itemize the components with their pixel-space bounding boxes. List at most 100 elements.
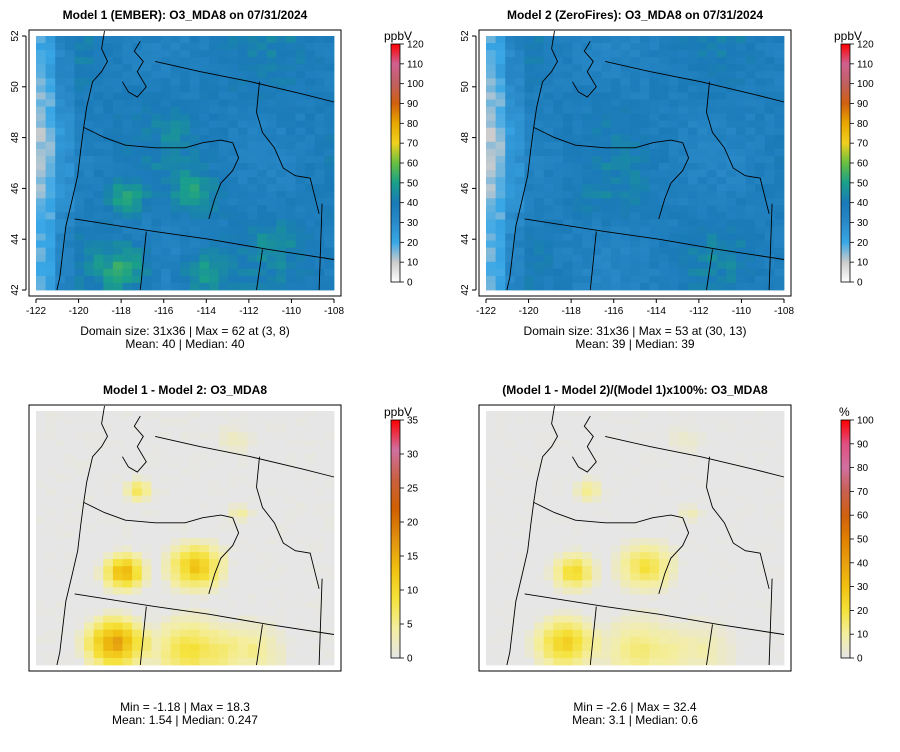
grid-cell <box>774 85 785 93</box>
grid-cell <box>755 460 766 468</box>
grid-cell <box>180 233 191 242</box>
grid-cell <box>495 36 506 44</box>
grid-cell <box>305 134 316 143</box>
grid-cell <box>601 163 612 171</box>
grid-cell <box>160 481 171 490</box>
grid-cell <box>45 601 56 609</box>
grid-cell <box>180 120 191 129</box>
grid-cell <box>132 120 143 129</box>
grid-cell <box>180 615 191 624</box>
grid-cell <box>610 198 621 206</box>
grid-cell <box>209 254 220 263</box>
grid-cell <box>160 453 171 461</box>
grid-cell <box>697 64 708 72</box>
grid-cell <box>774 523 785 532</box>
grid-cell <box>324 573 335 581</box>
grid-cell <box>132 163 143 171</box>
grid-cell <box>630 148 641 157</box>
grid-cell <box>247 106 258 115</box>
x-tick-label: -116 <box>154 306 174 317</box>
grid-cell <box>74 219 85 227</box>
grid-cell <box>726 411 737 419</box>
grid-cell <box>209 425 220 433</box>
grid-cell <box>601 622 612 631</box>
grid-cell <box>745 191 756 199</box>
grid-cell <box>36 78 47 86</box>
grid-cell <box>755 57 766 65</box>
grid-cell <box>774 184 785 192</box>
grid-cell <box>543 418 554 426</box>
grid-cell <box>103 418 114 426</box>
grid-cell <box>324 36 335 44</box>
grid-cell <box>620 191 631 199</box>
grid-cell <box>112 99 123 107</box>
colorbar-tick-label: 50 <box>857 178 869 189</box>
grid-cell <box>649 552 660 560</box>
grid-cell <box>505 233 516 242</box>
colorbar-tick-label: 70 <box>857 487 869 498</box>
grid-cell <box>678 622 689 631</box>
grid-cell <box>189 212 200 220</box>
grid-cell <box>562 509 573 518</box>
grid-cell <box>582 446 593 454</box>
grid-cell <box>716 594 727 602</box>
grid-cell <box>305 141 316 150</box>
grid-cell <box>257 120 268 129</box>
grid-cell <box>305 247 316 256</box>
grid-cell <box>524 629 535 638</box>
grid-cell <box>324 43 335 51</box>
grid-cell <box>543 439 554 447</box>
grid-cell <box>764 523 775 532</box>
grid-cell <box>620 134 631 143</box>
grid-cell <box>209 580 220 588</box>
grid-cell <box>678 509 689 518</box>
grid-cell <box>103 545 114 553</box>
grid-cell <box>84 516 95 525</box>
grid-cell <box>649 453 660 461</box>
grid-cell <box>103 233 114 242</box>
grid-cell <box>45 43 56 51</box>
grid-cell <box>524 636 535 645</box>
grid-cell <box>122 545 133 553</box>
grid-cell <box>170 134 181 143</box>
panel2-title: Model 2 (ZeroFires): O3_MDA8 on 07/31/20… <box>507 8 763 22</box>
grid-cell <box>36 460 47 468</box>
grid-cell <box>505 615 516 624</box>
grid-cell <box>601 134 612 143</box>
grid-cell <box>55 488 66 497</box>
grid-cell <box>285 509 296 518</box>
grid-cell <box>257 163 268 171</box>
grid-cell <box>93 495 104 504</box>
grid-cell <box>74 50 85 58</box>
grid-cell <box>64 432 75 440</box>
grid-cell <box>543 467 554 475</box>
grid-cell <box>285 177 296 185</box>
grid-cell <box>553 481 564 490</box>
grid-cell <box>505 411 516 419</box>
grid-cell <box>630 155 641 164</box>
grid-cell <box>726 587 737 595</box>
grid-cell <box>285 198 296 206</box>
x-tick-label: -120 <box>69 306 89 317</box>
grid-cell <box>237 282 248 291</box>
grid-cell <box>649 622 660 631</box>
grid-cell <box>180 226 191 234</box>
grid-cell <box>639 580 650 588</box>
grid-cell <box>132 36 143 44</box>
grid-cell <box>132 538 143 546</box>
grid-cell <box>505 622 516 631</box>
grid-cell <box>93 587 104 595</box>
grid-cell <box>774 198 785 206</box>
grid-cell <box>486 418 497 426</box>
grid-cell <box>324 113 335 122</box>
grid-cell <box>572 155 583 164</box>
grid-cell <box>543 502 554 511</box>
grid-cell <box>562 205 573 213</box>
grid-cell <box>112 50 123 58</box>
grid-cell <box>495 481 506 490</box>
grid-cell <box>218 530 229 539</box>
grid-cell <box>735 545 746 553</box>
grid-cell <box>553 233 564 242</box>
grid-cell <box>764 127 775 136</box>
grid-cell <box>572 36 583 44</box>
